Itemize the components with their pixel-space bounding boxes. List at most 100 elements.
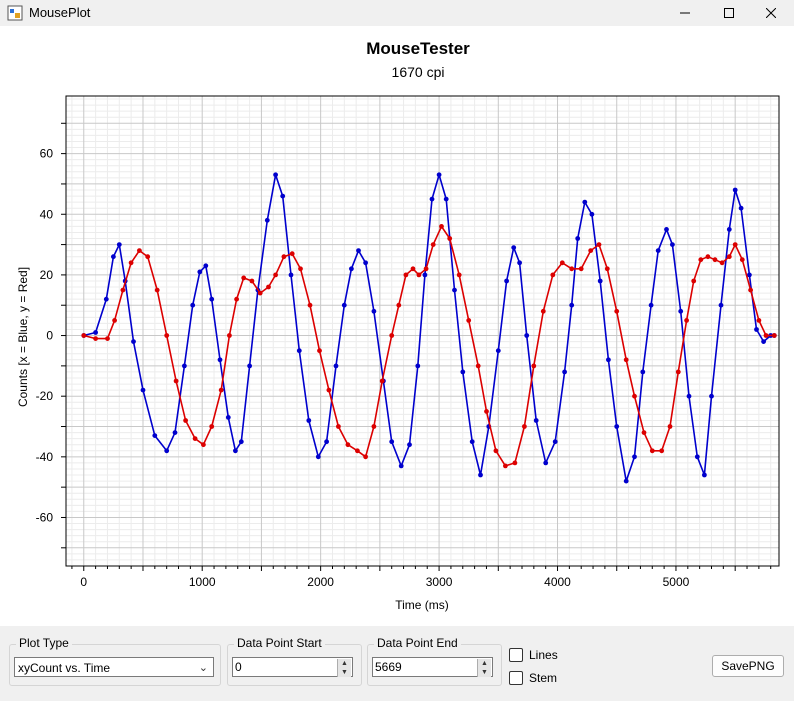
data-point [623,478,629,484]
data-point [209,424,215,429]
data-point [739,257,745,263]
spin-up-icon[interactable]: ▲ [477,659,491,668]
data-point [105,336,110,341]
lines-checkbox-box[interactable] [509,648,523,662]
y-axis-label: Counts [x = Blue, y = Red] [16,267,30,407]
data-point [691,278,697,284]
data-point [355,448,360,454]
data-point [522,424,527,429]
data-point [430,242,436,248]
x-tick-label: 2000 [307,575,334,589]
data-point [415,363,421,369]
plot-type-group: Plot Type xyCount vs. Time ⌄ [9,636,221,686]
stem-checkbox[interactable]: Stem [509,671,557,685]
minimize-icon [680,12,690,14]
x-tick-labels: 0 1000 2000 3000 4000 5000 [80,575,689,589]
data-point [93,336,98,341]
data-point [456,272,462,278]
data-point [379,378,385,384]
spin-down-icon[interactable]: ▼ [477,668,491,677]
data-point [659,448,665,454]
data-point [511,245,517,251]
data-point [296,348,302,354]
data-point [190,302,196,308]
data-point-end-label: Data Point End [374,636,461,650]
data-point [192,436,198,441]
data-point-start-input[interactable] [235,660,331,674]
save-png-button[interactable]: SavePNG [712,655,784,677]
data-point [345,442,351,448]
data-point [712,257,718,263]
data-point [217,357,223,363]
data-point [225,415,231,420]
stem-checkbox-box[interactable] [509,671,523,685]
data-point-end-group: Data Point End ▲ ▼ [367,636,502,686]
data-point-end-spinner[interactable]: ▲ ▼ [477,659,491,677]
data-point [389,439,395,445]
data-point [562,369,567,375]
plot-frame [65,95,780,567]
data-point-end-input[interactable] [375,660,471,674]
data-point [569,266,575,272]
data-point [469,439,475,445]
data-point [552,439,558,445]
data-point [732,187,738,193]
data-point [164,448,170,454]
data-point [307,302,313,308]
data-point-start-spinner[interactable]: ▲ ▼ [337,659,351,677]
plot-type-select[interactable]: xyCount vs. Time ⌄ [14,657,214,677]
data-point [732,242,738,248]
data-point [234,296,240,302]
x-axis-label: Time (ms) [395,598,449,612]
maximize-button[interactable] [706,0,752,26]
window-title: MousePlot [29,5,91,20]
close-button[interactable] [748,0,794,26]
stem-checkbox-label: Stem [529,671,558,685]
data-point [709,393,714,399]
data-point [336,424,341,429]
data-point [655,248,661,254]
data-point-start-group: Data Point Start ▲ ▼ [227,636,362,686]
spin-down-icon[interactable]: ▼ [337,668,351,677]
series-line [83,225,775,467]
data-point [264,217,270,223]
data-point [436,172,442,178]
lines-checkbox[interactable]: Lines [509,648,558,662]
data-point [694,454,700,460]
data-point [533,418,539,423]
data-point [116,242,122,248]
minimize-button[interactable] [662,0,708,26]
data-point [422,272,428,278]
data-point [443,196,449,202]
data-point [678,308,684,314]
data-point [670,242,675,248]
data-point [705,254,711,260]
data-point [726,227,732,232]
spin-up-icon[interactable]: ▲ [337,659,351,668]
data-point [726,254,732,260]
data-point [575,236,581,241]
data-point [460,369,466,375]
data-point [389,333,395,338]
data-point [363,454,368,460]
data-point [209,296,215,302]
data-point [447,236,453,241]
data-point [81,333,87,338]
data-point [649,448,655,454]
data-point [238,439,244,445]
data-point [429,196,435,202]
data-point [664,227,669,232]
data-point [203,263,209,269]
data-point [718,302,724,308]
chart-subtitle: 1670 cpi [392,64,445,80]
data-point [152,433,158,438]
data-point [632,393,637,399]
data-point [280,193,286,199]
data-point [128,260,134,266]
data-point [93,330,98,335]
data-point [145,254,151,260]
data-point [543,460,549,466]
data-point [540,308,546,314]
data-point [495,348,501,354]
data-point [257,290,263,296]
